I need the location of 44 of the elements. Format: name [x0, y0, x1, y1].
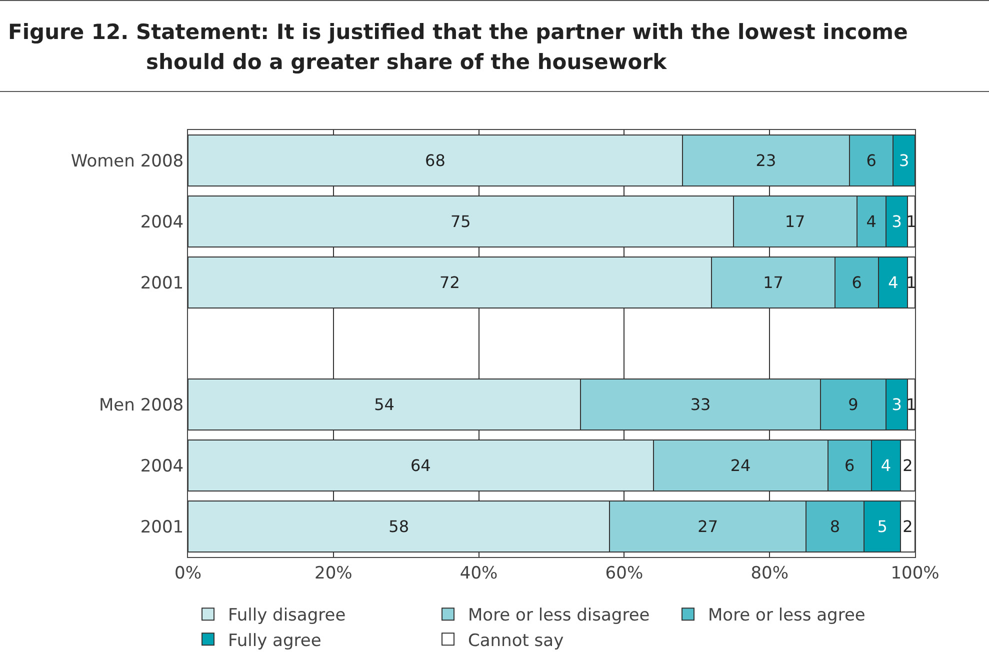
data-label: 3	[892, 212, 902, 231]
data-label: 17	[784, 212, 806, 231]
legend-label: More or less disagree	[468, 606, 650, 626]
data-label: 33	[690, 395, 711, 414]
data-label: 3	[899, 151, 910, 170]
data-label: 9	[848, 395, 858, 414]
x-tick-label: 20%	[314, 563, 352, 584]
legend-label: Fully disagree	[228, 606, 346, 626]
y-tick-label: Women 2008	[70, 151, 184, 172]
data-label: 8	[830, 517, 840, 536]
data-label: 4	[866, 212, 876, 231]
x-tick-label: 100%	[890, 563, 940, 584]
y-tick-label: 2001	[140, 517, 184, 538]
y-tick-label: Men 2008	[99, 395, 184, 416]
data-label: 24	[730, 456, 751, 475]
data-label: 23	[756, 151, 776, 170]
y-tick-label: 2004	[140, 456, 184, 476]
data-label: 6	[866, 151, 876, 170]
y-tick-label: 2001	[140, 273, 184, 294]
x-tick-label: 0%	[174, 563, 202, 584]
x-tick-label: 80%	[750, 563, 788, 584]
data-label: 2	[902, 456, 913, 475]
x-tick-label: 60%	[605, 563, 644, 584]
data-label: 17	[763, 273, 784, 292]
data-label: 68	[425, 151, 446, 170]
legend-label: More or less agree	[708, 606, 866, 626]
chart-title: Figure 12. Statement: It is justified that the partner with the lowest income should do a greater share of the housework	[8, 19, 909, 76]
legend-label: Fully agree	[228, 630, 322, 651]
data-label: 6	[844, 456, 855, 475]
data-label: 72	[440, 273, 460, 292]
data-label: 75	[450, 212, 471, 231]
data-label: 3	[892, 395, 902, 414]
data-label: 64	[410, 456, 431, 475]
x-tick-label: 40%	[460, 563, 498, 584]
data-label: 4	[888, 273, 898, 292]
data-label: 27	[698, 517, 718, 536]
data-label: 4	[880, 456, 892, 475]
legend-label: Cannot say	[468, 630, 564, 651]
data-label: 6	[852, 273, 862, 292]
data-label: 5	[877, 517, 888, 536]
data-label: 2	[902, 517, 913, 536]
data-label: 58	[388, 517, 410, 536]
data-label: 54	[374, 395, 394, 414]
y-tick-label: 2004	[140, 212, 184, 232]
